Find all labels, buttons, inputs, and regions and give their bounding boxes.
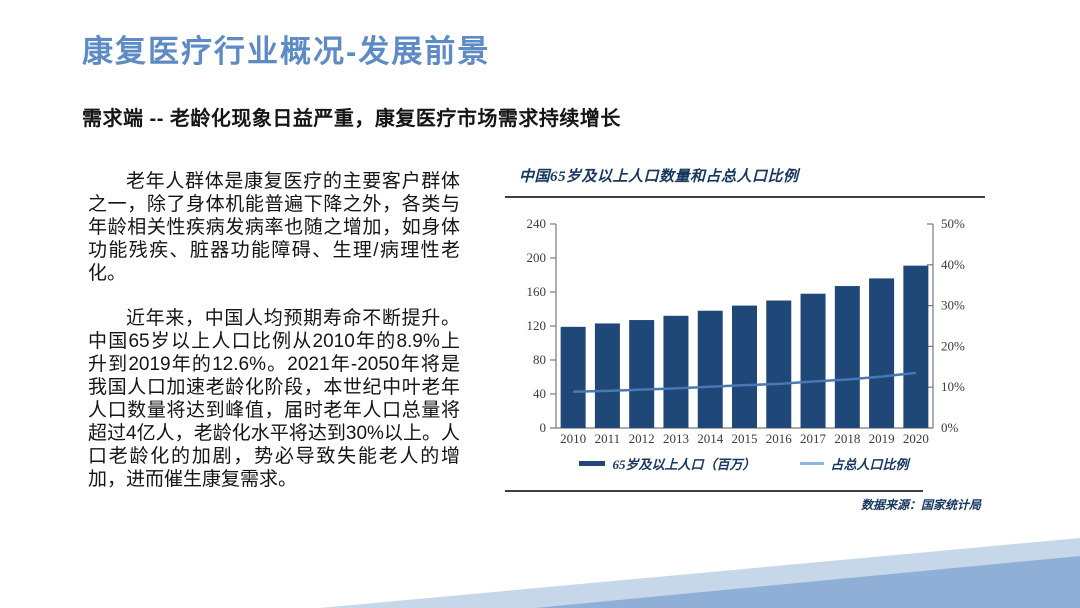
ratio-trend-line <box>573 371 916 393</box>
right-axis-tick-label: 0% <box>941 420 959 435</box>
x-axis-year-label: 2011 <box>595 431 621 446</box>
chart-title: 中国65岁及以上人口数量和占总人口比例 <box>519 169 799 185</box>
x-axis-year-label: 2015 <box>732 431 758 446</box>
body-text: 老年人群体是康复医疗的主要客户群体之一，除了身体机能普遍下降之外，各类与年龄相关… <box>88 170 460 513</box>
bar-2019 <box>869 278 895 428</box>
right-axis-tick-label: 20% <box>941 338 965 353</box>
chart-top-rule <box>505 196 985 198</box>
bar-2013 <box>663 315 689 428</box>
paragraph-elderly-customers: 老年人群体是康复医疗的主要客户群体之一，除了身体机能普遍下降之外，各类与年龄相关… <box>88 171 460 284</box>
left-axis-tick-label: 160 <box>527 284 547 299</box>
right-axis-tick-label: 50% <box>941 216 965 231</box>
x-axis-year-label: 2012 <box>629 431 655 446</box>
left-axis-tick-label: 240 <box>527 216 547 231</box>
bar-2014 <box>697 310 723 428</box>
bar-2011 <box>594 323 620 428</box>
bar-2017 <box>800 293 826 428</box>
left-axis-tick-label: 0 <box>540 420 547 435</box>
legend-label-ratio: 占总人口比例 <box>830 457 909 472</box>
legend-label-population: 65岁及以上人口（百万） <box>612 457 756 472</box>
left-axis-tick-label: 120 <box>527 318 547 333</box>
right-axis-tick-label: 30% <box>941 298 965 313</box>
decoration-medium-band <box>535 556 1080 608</box>
x-axis-year-label: 2013 <box>663 431 689 446</box>
bar-series-swatch <box>579 461 606 466</box>
chart-source: 数据来源：国家统计局 <box>860 498 981 512</box>
chart-legend: 65岁及以上人口（百万） 占总人口比例 <box>503 454 985 473</box>
line-series-swatch <box>799 462 824 465</box>
slide-title: 康复医疗行业概况-发展前景 <box>82 34 491 69</box>
x-axis-year-label: 2020 <box>903 431 929 446</box>
bar-2010 <box>560 326 586 428</box>
x-axis-year-label: 2016 <box>766 431 793 446</box>
legend-item-population-bars: 65岁及以上人口（百万） <box>579 454 756 473</box>
bar-2016 <box>766 300 792 428</box>
bar-2020 <box>903 265 929 428</box>
x-axis-year-label: 2010 <box>560 431 586 446</box>
x-axis-year-label: 2017 <box>800 431 827 446</box>
left-axis-tick-label: 40 <box>533 386 546 401</box>
bar-2015 <box>732 305 757 428</box>
bar-2018 <box>834 286 860 428</box>
x-axis-year-label: 2019 <box>869 431 895 446</box>
left-axis-tick-label: 200 <box>527 250 547 265</box>
legend-item-ratio-line: 占总人口比例 <box>799 454 909 473</box>
right-axis-tick-label: 10% <box>941 379 965 394</box>
bar-2012 <box>629 320 655 428</box>
chart-panel: 中国65岁及以上人口数量和占总人口比例 0 40 80 120 160 200 240 0% 1… <box>503 160 985 520</box>
x-axis-year-label: 2018 <box>834 431 860 446</box>
decoration-light-band <box>320 538 1080 608</box>
left-axis-tick-label: 80 <box>533 352 546 367</box>
population-bar-line-chart: 0 40 80 120 160 200 240 0% 10% 20% 30% 40% 50% 2010 20… <box>527 216 966 446</box>
right-axis-tick-label: 40% <box>941 257 965 272</box>
slide-subtitle: 需求端 -- 老龄化现象日益严重，康复医疗市场需求持续增长 <box>82 108 621 130</box>
chart-bottom-rule <box>505 490 923 492</box>
x-axis-year-label: 2014 <box>697 431 724 446</box>
paragraph-aging-trend: 近年来，中国人均预期寿命不断提升。中国65岁以上人口比例从2010年的8.9%上… <box>88 308 460 490</box>
